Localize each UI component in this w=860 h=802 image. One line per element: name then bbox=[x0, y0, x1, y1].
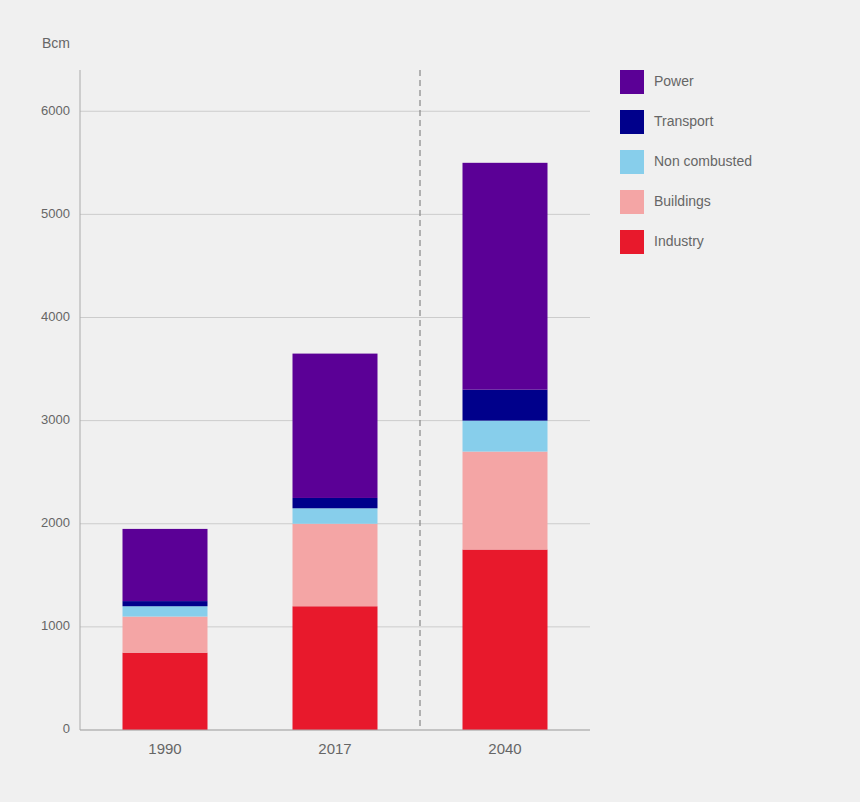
bar-segment bbox=[463, 550, 548, 730]
x-axis-line bbox=[80, 730, 590, 731]
legend-label: Transport bbox=[654, 113, 714, 129]
legend-label: Non combusted bbox=[654, 153, 752, 169]
bar-segment bbox=[123, 529, 208, 601]
bar-segment bbox=[293, 354, 378, 498]
y-tick-label: 3000 bbox=[41, 412, 70, 427]
legend-swatch bbox=[620, 230, 644, 254]
bar-segment bbox=[123, 606, 208, 616]
x-tick-label: 2017 bbox=[318, 740, 351, 757]
bar-segment bbox=[463, 421, 548, 452]
legend-swatch bbox=[620, 110, 644, 134]
x-tick-label: 1990 bbox=[148, 740, 181, 757]
bar-segment bbox=[463, 163, 548, 390]
y-tick-label: 0 bbox=[63, 721, 70, 736]
legend-swatch bbox=[620, 150, 644, 174]
bar-segment bbox=[123, 617, 208, 653]
background bbox=[0, 0, 860, 802]
chart-container: 0 1000 2000 3000 4000 5000 6000 Bcm 1990 2017 2040… bbox=[0, 0, 860, 802]
y-tick-label: 2000 bbox=[41, 515, 70, 530]
chart: 0 1000 2000 3000 4000 5000 6000 Bcm 1990 2017 2040… bbox=[0, 0, 860, 802]
divider bbox=[419, 70, 420, 730]
bar-segment bbox=[293, 498, 378, 508]
y-tick-label: 1000 bbox=[41, 618, 70, 633]
y-tick-label: 6000 bbox=[41, 103, 70, 118]
y-tick-label: 4000 bbox=[41, 309, 70, 324]
legend-swatch bbox=[620, 70, 644, 94]
bar-segment bbox=[293, 606, 378, 730]
y-axis-label: Bcm bbox=[42, 35, 70, 51]
legend-label: Power bbox=[654, 73, 694, 89]
bars bbox=[123, 163, 548, 730]
y-tick-label: 5000 bbox=[41, 206, 70, 221]
grid-line bbox=[80, 730, 590, 731]
y-axis-line bbox=[80, 70, 81, 730]
grid bbox=[80, 111, 590, 730]
bar-segment bbox=[463, 390, 548, 421]
legend: Power Transport Non combusted Buildings Indu… bbox=[620, 70, 752, 254]
bar-segment bbox=[293, 524, 378, 607]
bar-segment bbox=[123, 653, 208, 730]
bar-segment bbox=[463, 452, 548, 550]
legend-label: Industry bbox=[654, 233, 704, 249]
grid-line bbox=[80, 111, 590, 112]
x-tick-label: 2040 bbox=[488, 740, 521, 757]
legend-swatch bbox=[620, 190, 644, 214]
legend-label: Buildings bbox=[654, 193, 711, 209]
bar-segment bbox=[293, 508, 378, 523]
bar-segment bbox=[123, 601, 208, 606]
